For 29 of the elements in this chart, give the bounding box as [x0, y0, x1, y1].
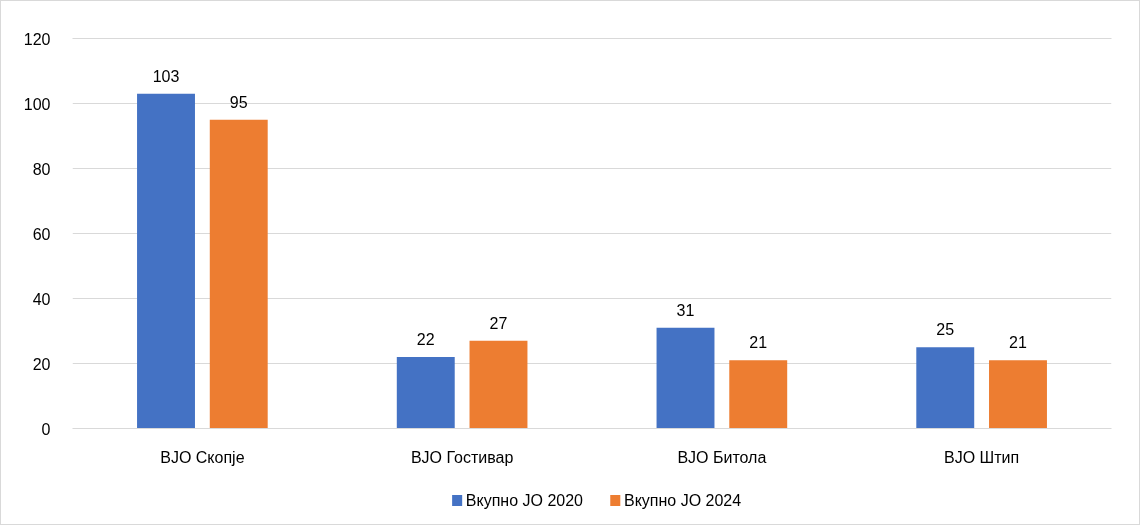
y-tick-label: 100 [23, 95, 51, 113]
data-label: 103 [152, 67, 180, 85]
x-tick-label: ВЈО Штип [944, 448, 1020, 466]
y-tick-label: 120 [23, 30, 51, 48]
data-label: 25 [936, 321, 955, 339]
bar [137, 93, 195, 429]
bar [729, 360, 788, 429]
data-label: 22 [416, 331, 435, 348]
bar [916, 347, 975, 429]
x-tick-label: ВЈО Битола [677, 448, 767, 466]
x-tick-label: ВЈО Гостивар [410, 448, 514, 466]
data-label: 21 [749, 334, 768, 352]
data-label: 31 [676, 301, 695, 319]
bar [209, 119, 268, 429]
y-tick-label: 20 [32, 355, 51, 373]
x-tick-label: ВЈО Скопје [160, 448, 245, 466]
y-tick-label: 80 [32, 160, 51, 178]
bar [989, 360, 1047, 429]
y-tick-label: 40 [32, 290, 51, 308]
bar [656, 327, 715, 429]
data-label: 21 [1009, 334, 1027, 352]
y-tick-label: 0 [41, 420, 51, 438]
data-label: 95 [229, 93, 248, 111]
bar [469, 340, 528, 429]
bar [396, 357, 455, 429]
legend-label: Вкупно ЈО 2024 [623, 492, 742, 509]
legend-label: Вкупно ЈО 2020 [465, 492, 584, 509]
data-label: 27 [489, 314, 508, 332]
y-tick-label: 60 [32, 225, 51, 243]
